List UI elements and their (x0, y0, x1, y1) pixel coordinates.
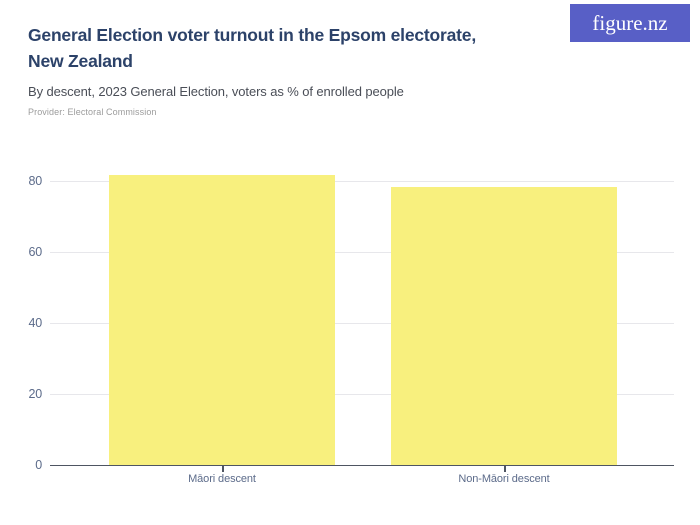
y-axis-tick-label: 20 (28, 386, 42, 401)
y-gridline (50, 252, 674, 253)
y-gridline (50, 394, 674, 395)
figurenz-logo-text: figure.nz (592, 10, 668, 35)
provider-note: Provider: Electoral Commission (28, 107, 157, 117)
bar-m-ori-descent[interactable] (109, 174, 335, 465)
figurenz-logo[interactable]: figure.nz (570, 4, 690, 42)
page-title: General Election voter turnout in the Ep… (28, 22, 528, 74)
x-axis-line (50, 464, 674, 466)
page-title-line2: New Zealand (28, 51, 133, 71)
y-axis-tick-label: 0 (35, 457, 42, 472)
chart-subtitle: By descent, 2023 General Election, voter… (28, 84, 404, 99)
x-axis-category-label: Non-Māori descent (458, 473, 550, 485)
y-gridline (50, 323, 674, 324)
page-title-line1: General Election voter turnout in the Ep… (28, 25, 476, 45)
bar-non-m-ori-descent[interactable] (391, 186, 617, 465)
x-axis-category-label: Māori descent (188, 473, 256, 485)
y-axis-tick-label: 80 (28, 173, 42, 188)
y-axis-tick-label: 40 (28, 315, 42, 330)
y-gridline (50, 181, 674, 182)
x-axis-tick (504, 466, 506, 472)
y-axis-tick-label: 60 (28, 244, 42, 259)
x-axis-tick (222, 466, 224, 472)
